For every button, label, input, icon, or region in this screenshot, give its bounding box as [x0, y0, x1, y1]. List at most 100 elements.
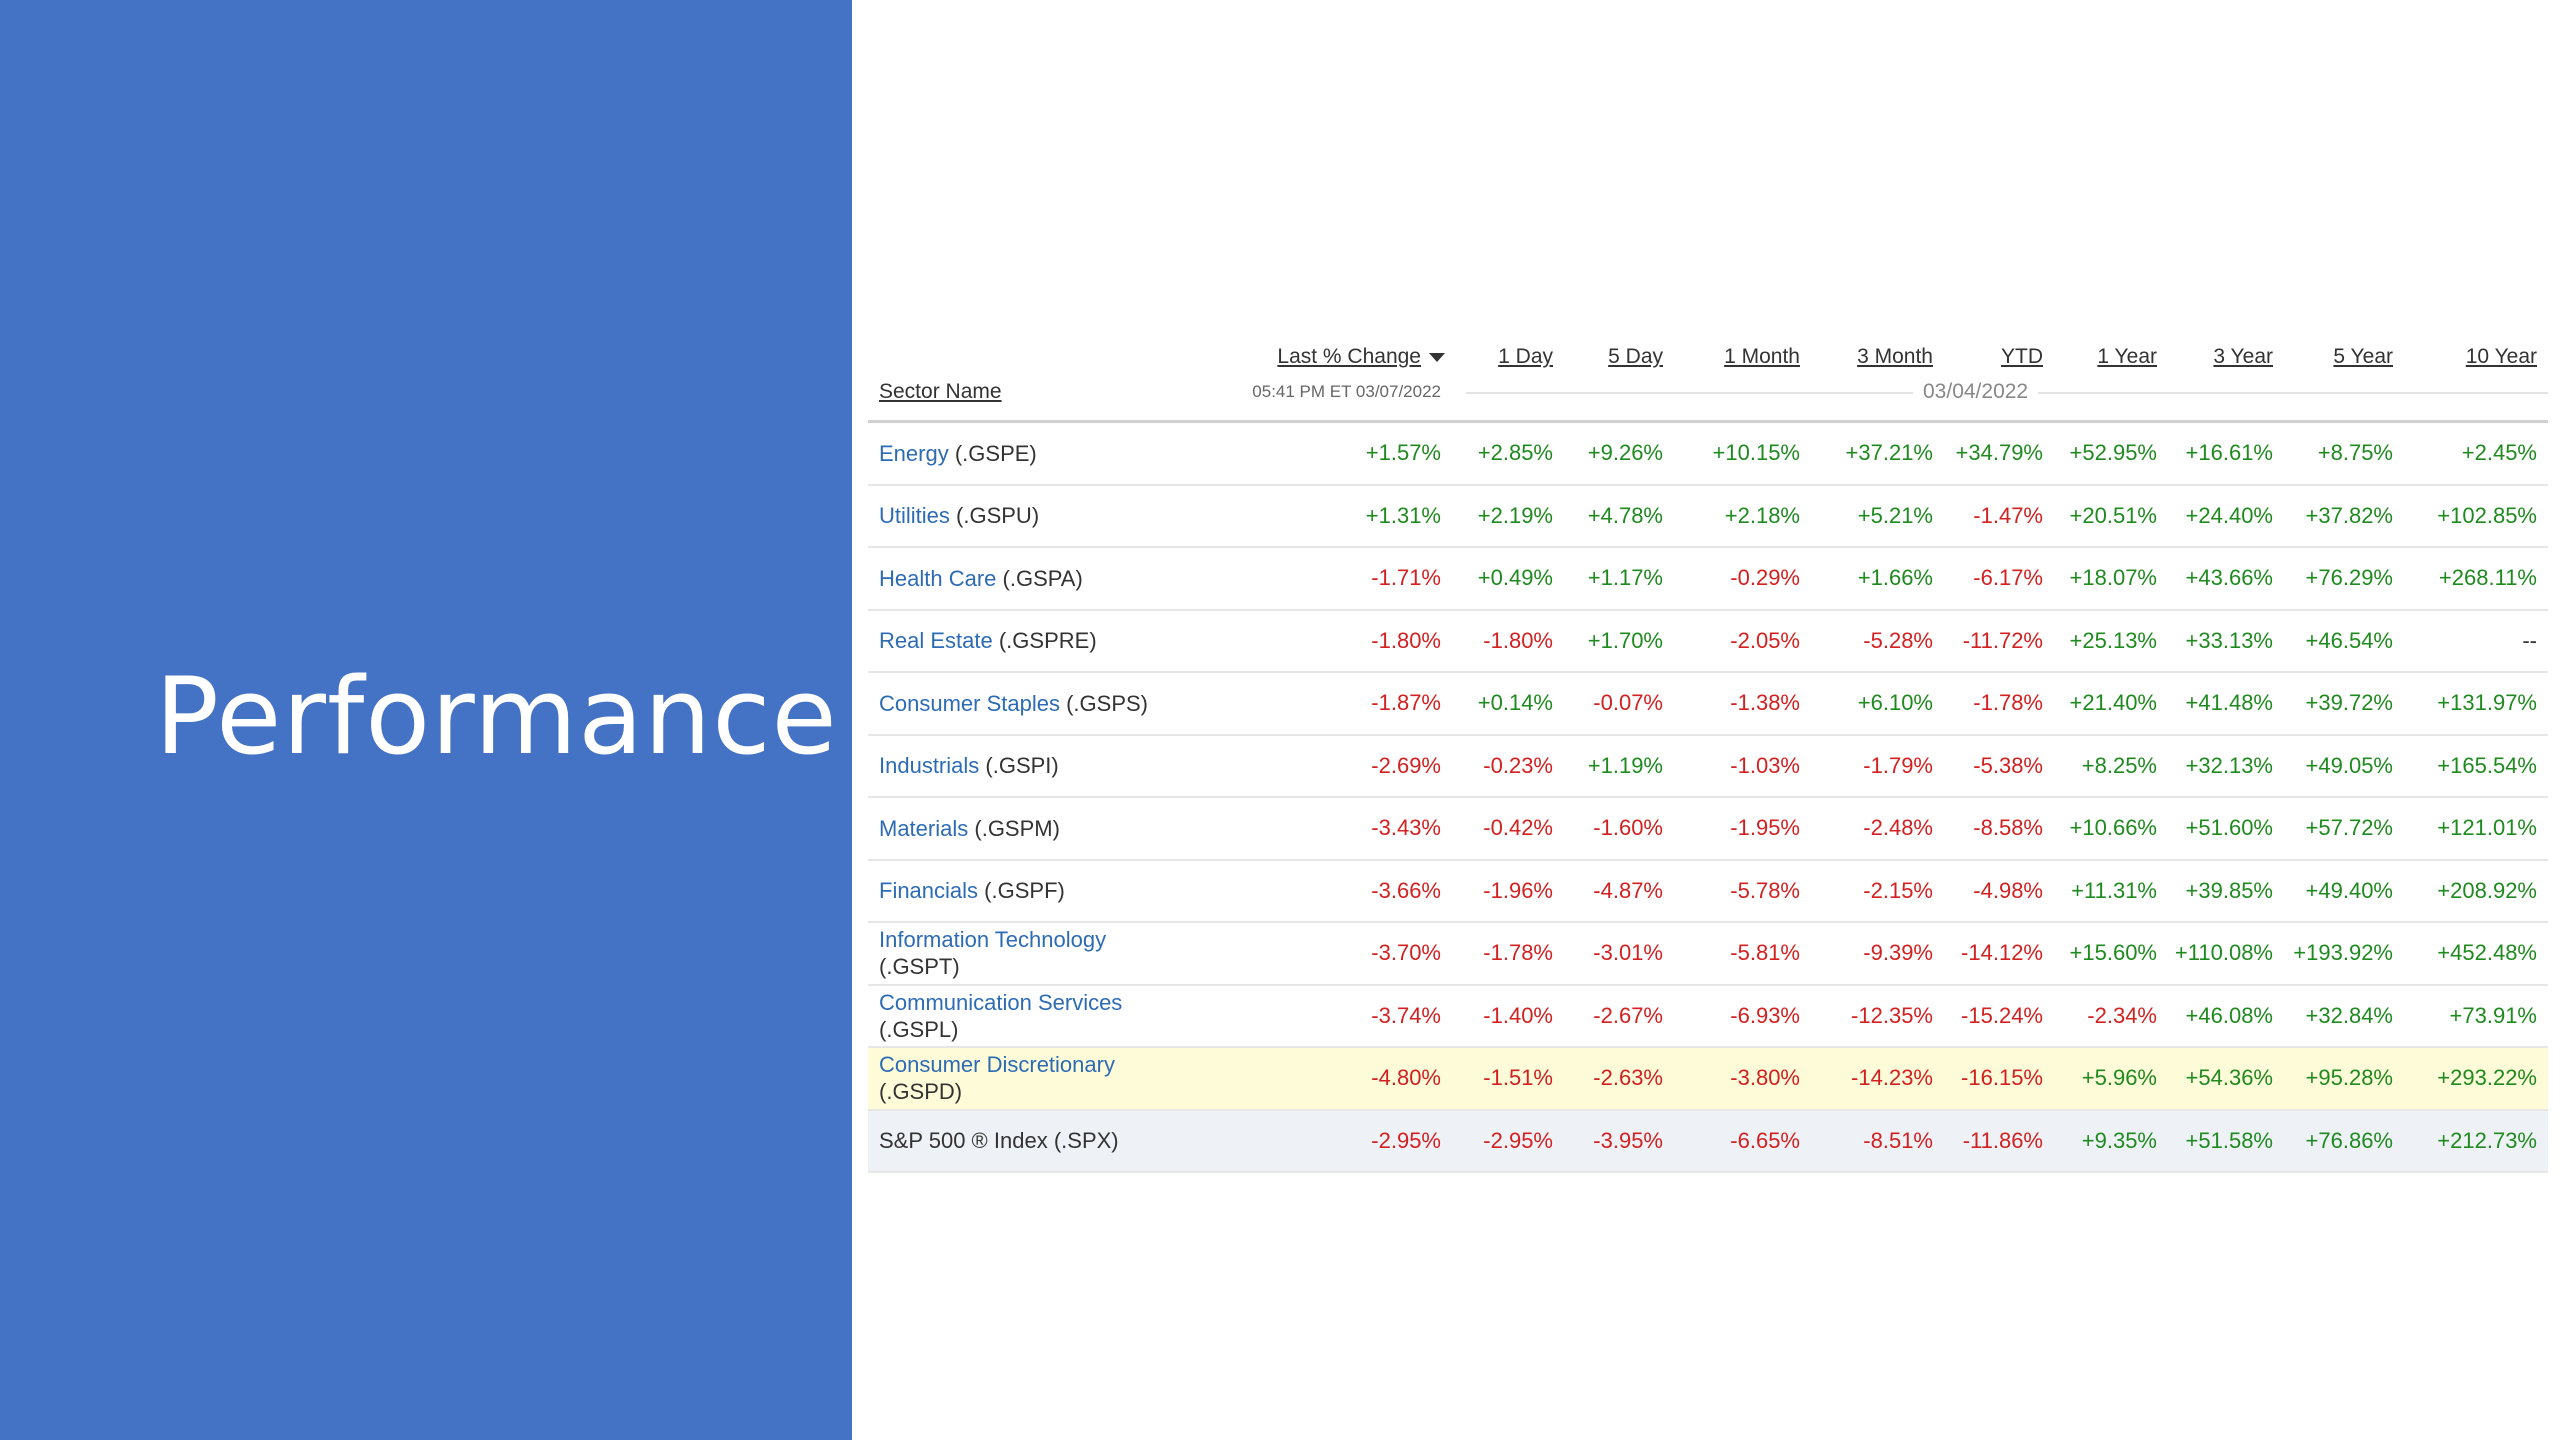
value-last-change: -1.71%: [1371, 565, 1441, 591]
sector-link[interactable]: Energy: [879, 440, 949, 466]
value-ytd: -6.17%: [1973, 565, 2043, 591]
sector-name-cell: Financials (.GSPF): [879, 861, 1065, 922]
value-1-month: -3.80%: [1730, 1065, 1800, 1091]
sector-link[interactable]: Financials: [879, 878, 979, 904]
value-3-month: +37.21%: [1845, 440, 1933, 466]
sector-link[interactable]: Industrials: [879, 753, 980, 779]
value-5-year: +76.86%: [2305, 1127, 2393, 1153]
sector-ticker: (.GSPF): [984, 878, 1065, 904]
value-1-year: +18.07%: [2069, 565, 2157, 591]
sector-link[interactable]: Materials: [879, 815, 969, 841]
value-1-day: +0.14%: [1477, 690, 1553, 716]
sector-link[interactable]: Consumer Discretionary: [879, 1052, 1115, 1078]
value-5-year: +37.82%: [2305, 502, 2393, 528]
sector-name-cell: Materials (.GSPM): [879, 798, 1060, 859]
value-1-year: -2.34%: [2087, 1002, 2157, 1028]
table-row[interactable]: Communication Services (.GSPL) -3.74% -1.40…: [868, 986, 2548, 1048]
sector-link[interactable]: Real Estate: [879, 628, 993, 654]
value-ytd: -15.24%: [1961, 1002, 2043, 1028]
value-1-year: +5.96%: [2081, 1065, 2157, 1091]
col-header-ytd[interactable]: YTD: [2001, 345, 2043, 368]
col-header-last-change[interactable]: Last % Change: [1277, 345, 1445, 369]
sector-name-cell: Real Estate (.GSPRE): [879, 611, 1097, 672]
value-last-change: -4.80%: [1371, 1065, 1441, 1091]
col-header-5-day[interactable]: 5 Day: [1608, 345, 1663, 368]
col-header-3-month[interactable]: 3 Month: [1857, 345, 1933, 368]
table-row[interactable]: Information Technology (.GSPT) -3.70% -1.78…: [868, 923, 2548, 986]
table-body: Energy (.GSPE) +1.57% +2.85% +9.26% +10.15% +…: [868, 423, 2548, 1173]
value-1-day: -1.80%: [1483, 627, 1553, 653]
sector-name-cell: Industrials (.GSPI): [879, 736, 1059, 797]
sector-link[interactable]: Consumer Staples: [879, 690, 1060, 716]
sector-link[interactable]: Health Care: [879, 565, 997, 591]
col-header-5-year[interactable]: 5 Year: [2333, 345, 2393, 368]
sector-name-header[interactable]: Sector Name: [879, 380, 1002, 403]
value-1-year: +52.95%: [2069, 440, 2157, 466]
sort-desc-icon[interactable]: [1429, 352, 1445, 362]
value-10-year: +2.45%: [2461, 440, 2537, 466]
value-1-year: +8.25%: [2081, 752, 2157, 778]
col-header-3-year[interactable]: 3 Year: [2213, 345, 2273, 368]
table-row[interactable]: Health Care (.GSPA) -1.71% +0.49% +1.17% -0.…: [868, 548, 2548, 611]
table-row[interactable]: Materials (.GSPM) -3.43% -0.42% -1.60% -1.95…: [868, 798, 2548, 861]
value-10-year: +73.91%: [2449, 1002, 2537, 1028]
value-5-day: -4.87%: [1593, 877, 1663, 903]
value-3-year: +41.48%: [2185, 690, 2273, 716]
value-1-day: -1.96%: [1483, 877, 1553, 903]
table-row[interactable]: S&P 500 ® Index (.SPX) -2.95% -2.95% -3.95%…: [868, 1110, 2548, 1173]
value-3-month: -5.28%: [1863, 627, 1933, 653]
table-row[interactable]: Industrials (.GSPI) -2.69% -0.23% +1.19% -1.…: [868, 736, 2548, 798]
value-1-month: -5.81%: [1730, 940, 1800, 966]
value-ytd: -11.72%: [1962, 627, 2043, 653]
sector-name-cell: Utilities (.GSPU): [879, 486, 1039, 547]
value-1-day: -1.78%: [1483, 940, 1553, 966]
sector-ticker: (.GSPM): [974, 815, 1060, 841]
value-last-change: -3.74%: [1371, 1002, 1441, 1028]
value-5-year: +49.40%: [2305, 877, 2393, 903]
value-3-month: -1.79%: [1863, 752, 1933, 778]
value-5-year: +32.84%: [2305, 1002, 2393, 1028]
value-1-year: +21.40%: [2069, 690, 2157, 716]
value-10-year: +102.85%: [2437, 502, 2537, 528]
value-1-year: +10.66%: [2069, 815, 2157, 841]
value-3-year: +33.13%: [2185, 627, 2273, 653]
table-row[interactable]: Energy (.GSPE) +1.57% +2.85% +9.26% +10.15% +…: [868, 423, 2548, 486]
table-row[interactable]: Real Estate (.GSPRE) -1.80% -1.80% +1.70% -2…: [868, 611, 2548, 673]
col-header-1-year[interactable]: 1 Year: [2097, 345, 2157, 368]
value-3-year: +51.58%: [2185, 1127, 2273, 1153]
table-row[interactable]: Financials (.GSPF) -3.66% -1.96% -4.87% -5.7…: [868, 861, 2548, 923]
value-5-year: +46.54%: [2305, 627, 2393, 653]
value-3-year: +54.36%: [2185, 1065, 2273, 1091]
value-1-month: -1.38%: [1730, 690, 1800, 716]
col-header-10-year[interactable]: 10 Year: [2465, 345, 2537, 368]
value-10-year: +212.73%: [2437, 1127, 2537, 1153]
value-1-day: -0.23%: [1483, 752, 1553, 778]
value-last-change: -3.66%: [1371, 877, 1441, 903]
col-header-1-day[interactable]: 1 Day: [1498, 345, 1553, 368]
value-5-day: +1.70%: [1587, 627, 1663, 653]
value-last-change: -1.87%: [1371, 690, 1441, 716]
sector-link[interactable]: Communication Services: [879, 989, 1123, 1015]
table-row[interactable]: Consumer Staples (.GSPS) -1.87% +0.14% -0.0…: [868, 673, 2548, 736]
value-10-year: +293.22%: [2437, 1065, 2537, 1091]
value-3-year: +16.61%: [2185, 440, 2273, 466]
sector-link[interactable]: Information Technology: [879, 927, 1107, 953]
value-5-day: +1.19%: [1587, 752, 1663, 778]
value-last-change: +1.31%: [1365, 502, 1441, 528]
value-1-month: -5.78%: [1730, 877, 1800, 903]
value-1-day: -0.42%: [1483, 815, 1553, 841]
table-row[interactable]: Consumer Discretionary (.GSPD) -4.80% -1.51…: [868, 1048, 2548, 1111]
value-3-month: -14.23%: [1851, 1065, 1933, 1091]
value-5-year: +76.29%: [2305, 565, 2393, 591]
value-last-change: -3.43%: [1371, 815, 1441, 841]
table-row[interactable]: Utilities (.GSPU) +1.31% +2.19% +4.78% +2.18…: [868, 486, 2548, 548]
sector-ticker: (.GSPT): [879, 954, 960, 980]
value-ytd: -16.15%: [1961, 1065, 2043, 1091]
sector-ticker: (.GSPL): [879, 1016, 959, 1042]
value-3-month: -9.39%: [1863, 940, 1933, 966]
value-ytd: -5.38%: [1973, 752, 2043, 778]
sector-name-cell: S&P 500 ® Index (.SPX): [879, 1111, 1119, 1172]
value-1-day: +0.49%: [1477, 565, 1553, 591]
sector-link[interactable]: Utilities: [879, 503, 950, 529]
col-header-1-month[interactable]: 1 Month: [1724, 345, 1800, 368]
